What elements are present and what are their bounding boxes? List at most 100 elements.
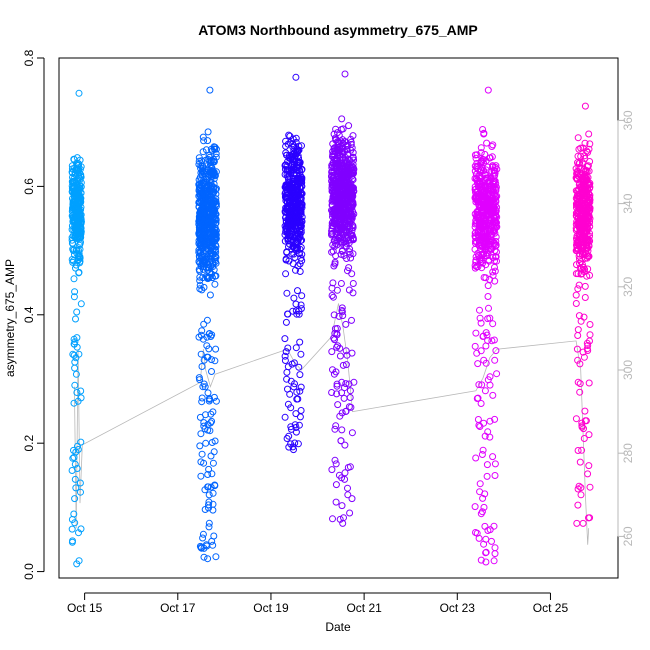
data-point xyxy=(338,247,346,255)
data-point xyxy=(284,385,291,393)
data-point xyxy=(287,404,295,412)
data-point xyxy=(75,250,83,258)
data-point xyxy=(583,244,591,252)
data-point xyxy=(209,189,217,197)
series-1 xyxy=(68,89,85,568)
data-point xyxy=(482,236,490,244)
data-point xyxy=(203,342,211,350)
data-point xyxy=(293,388,301,396)
data-point xyxy=(198,243,206,251)
data-point xyxy=(343,158,351,165)
data-point xyxy=(336,412,344,420)
data-point xyxy=(477,319,485,327)
data-point xyxy=(478,508,486,516)
data-point xyxy=(338,178,346,186)
data-point xyxy=(205,504,212,512)
data-point xyxy=(72,370,80,378)
data-point xyxy=(332,194,340,202)
data-point xyxy=(75,529,82,537)
data-point xyxy=(341,138,349,146)
data-point xyxy=(76,245,84,253)
data-point xyxy=(290,294,298,302)
data-point xyxy=(578,179,586,187)
data-point xyxy=(292,73,300,81)
data-point xyxy=(489,141,497,149)
data-point xyxy=(204,471,212,478)
data-point xyxy=(201,256,209,264)
secondary-tick-label: 300 xyxy=(621,360,635,380)
data-point xyxy=(283,375,291,383)
data-point xyxy=(212,272,220,280)
data-point xyxy=(74,397,82,405)
data-point xyxy=(491,415,499,423)
data-point xyxy=(484,293,492,300)
data-point xyxy=(586,158,594,165)
data-point xyxy=(289,233,297,241)
data-point xyxy=(332,125,340,133)
data-point xyxy=(195,157,203,165)
data-point xyxy=(489,453,497,461)
data-point xyxy=(202,439,210,447)
data-point xyxy=(478,451,486,458)
data-point xyxy=(331,179,339,187)
x-tick-label: Oct 15 xyxy=(67,601,103,615)
data-point xyxy=(473,196,480,204)
data-point xyxy=(333,330,341,337)
data-point xyxy=(480,419,488,427)
data-point xyxy=(574,190,582,198)
data-point xyxy=(471,503,479,511)
data-point xyxy=(472,454,480,462)
data-point xyxy=(584,265,592,273)
data-point xyxy=(580,180,587,188)
data-point xyxy=(486,417,494,425)
data-point xyxy=(205,152,213,160)
data-point xyxy=(212,259,220,267)
data-point xyxy=(335,131,343,139)
data-point xyxy=(296,371,304,379)
data-point xyxy=(579,210,587,218)
data-point xyxy=(286,132,294,140)
data-point xyxy=(198,394,206,402)
data-point xyxy=(281,413,289,421)
data-point xyxy=(490,239,498,247)
data-point xyxy=(196,277,204,285)
data-point xyxy=(298,292,306,300)
data-point xyxy=(345,380,353,388)
data-point xyxy=(586,204,594,212)
data-point xyxy=(197,169,205,177)
data-point xyxy=(328,187,336,195)
data-point xyxy=(586,140,594,148)
data-point xyxy=(479,227,487,235)
data-point xyxy=(208,470,216,478)
data-point xyxy=(68,169,76,177)
data-point xyxy=(492,253,500,261)
data-point xyxy=(472,154,480,162)
data-point xyxy=(282,348,290,356)
data-point xyxy=(476,220,484,227)
axes-layer: Oct 15 Oct 17 Oct 19 Oct 21 Oct 23 Oct 25 0.0 0… xyxy=(22,49,635,614)
data-point xyxy=(585,189,593,197)
data-point xyxy=(71,519,79,527)
x-tick-label: Oct 19 xyxy=(253,601,289,615)
data-point xyxy=(583,167,591,175)
data-point xyxy=(345,248,353,256)
data-point xyxy=(483,249,491,257)
data-point xyxy=(341,70,349,78)
x-tick-label: Oct 25 xyxy=(533,601,569,615)
data-point xyxy=(209,408,217,416)
data-point xyxy=(481,193,489,201)
data-point xyxy=(71,193,78,200)
data-point xyxy=(349,149,357,157)
data-point xyxy=(75,89,83,97)
data-point xyxy=(344,464,352,471)
data-point xyxy=(586,232,593,240)
data-point xyxy=(329,293,337,301)
data-point xyxy=(345,174,353,182)
data-point xyxy=(339,312,347,320)
data-point xyxy=(572,300,580,307)
data-point xyxy=(77,300,85,308)
data-point xyxy=(282,161,290,169)
data-point xyxy=(332,498,340,506)
data-point xyxy=(291,421,299,429)
data-point xyxy=(475,381,483,389)
